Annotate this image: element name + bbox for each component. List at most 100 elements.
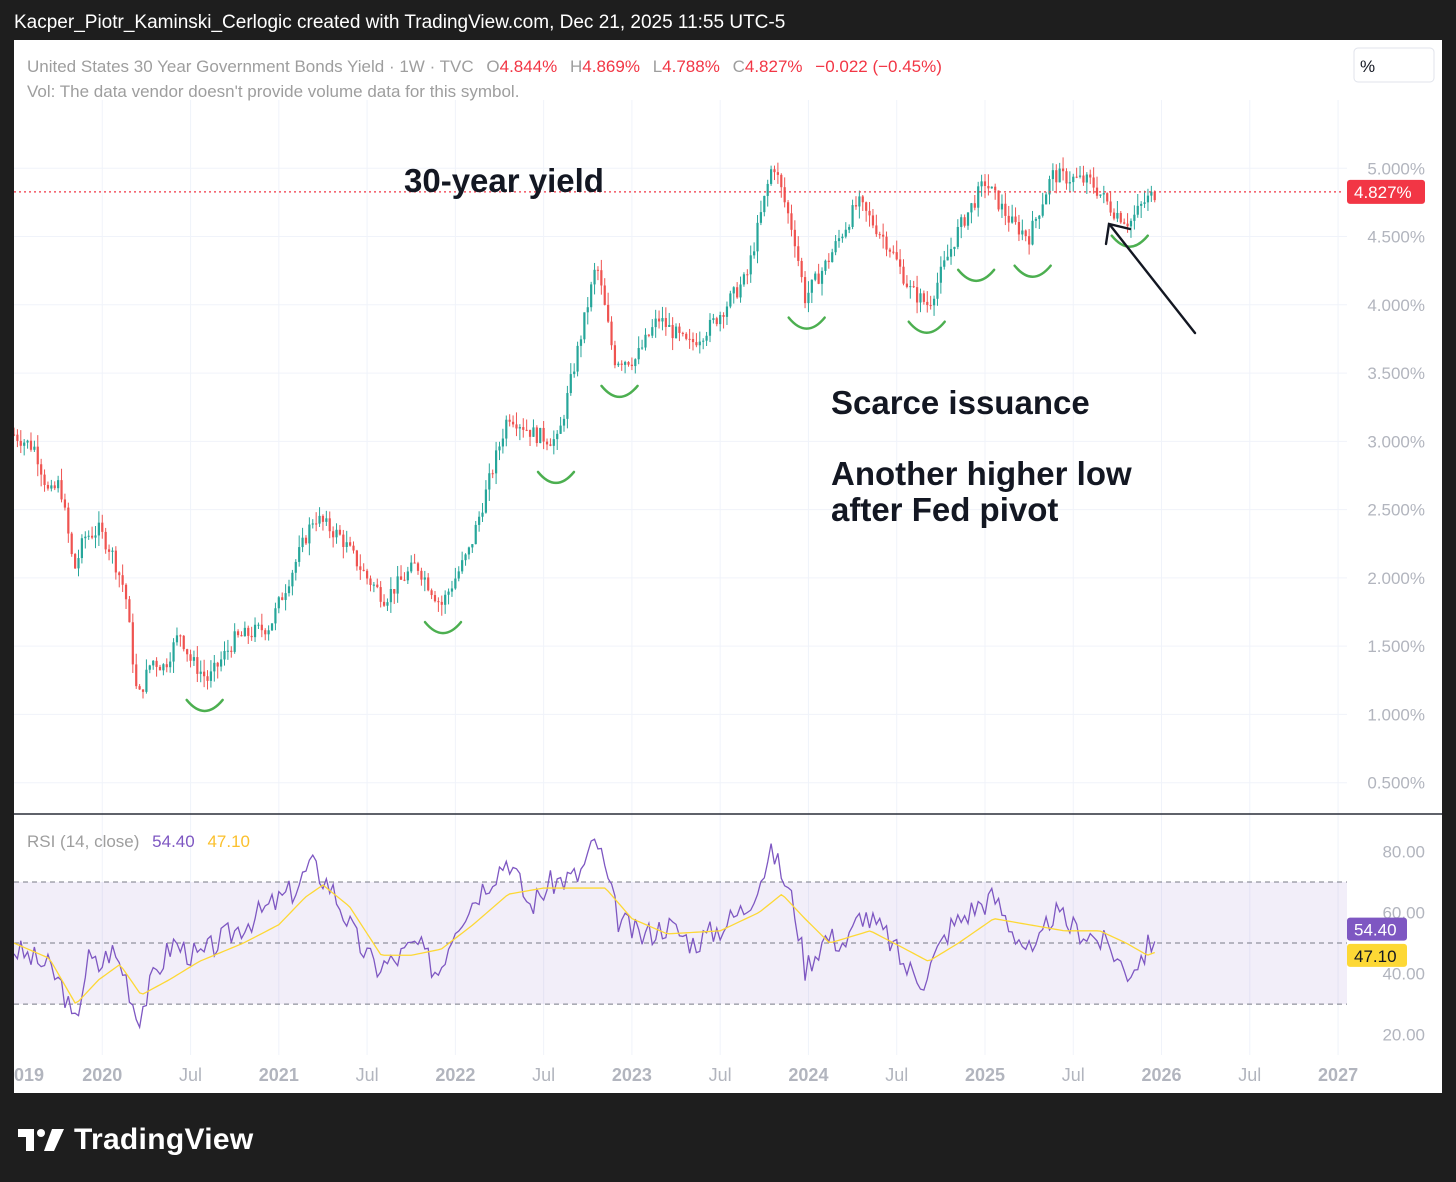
candle-body bbox=[444, 594, 447, 605]
candle-body bbox=[766, 183, 769, 196]
candle-body bbox=[12, 434, 16, 436]
time-tick-label: Jul bbox=[709, 1065, 732, 1085]
candle-body bbox=[182, 635, 185, 650]
candle-body bbox=[810, 279, 813, 293]
candle-body bbox=[209, 671, 213, 681]
candle-body bbox=[644, 334, 647, 348]
candle-body bbox=[824, 260, 827, 271]
candle-body bbox=[593, 269, 596, 285]
candle-body bbox=[484, 489, 488, 513]
candle-body bbox=[542, 427, 545, 442]
candle-body bbox=[461, 560, 464, 572]
candle-body bbox=[902, 266, 905, 284]
chart-area[interactable]: United States 30 Year Government Bonds Y… bbox=[12, 40, 1442, 1093]
candle-body bbox=[966, 212, 970, 226]
candle-body bbox=[624, 362, 627, 365]
candle-body bbox=[216, 662, 219, 667]
candle-body bbox=[994, 186, 997, 191]
candle-body bbox=[834, 241, 837, 253]
candle-body bbox=[1146, 195, 1150, 203]
candle-body bbox=[532, 427, 535, 437]
rsi-ma-line bbox=[13, 884, 1155, 1004]
candle-body bbox=[905, 283, 909, 287]
percent-scale-button[interactable]: % bbox=[1353, 47, 1435, 83]
candle-body bbox=[956, 226, 959, 247]
candle-body bbox=[1075, 176, 1078, 178]
candle-body bbox=[674, 326, 678, 339]
candle-body bbox=[1106, 193, 1109, 202]
candle-body bbox=[545, 441, 549, 445]
candle-body bbox=[763, 195, 766, 213]
candle-body bbox=[661, 318, 664, 322]
candle-body bbox=[705, 335, 708, 341]
candle-body bbox=[1102, 193, 1105, 195]
candle-body bbox=[43, 474, 46, 485]
candle-body bbox=[586, 307, 589, 313]
candle-body bbox=[712, 318, 715, 320]
candle-body bbox=[895, 252, 898, 260]
candle-body bbox=[562, 418, 566, 426]
candle-body bbox=[861, 196, 864, 203]
candle-body bbox=[396, 576, 399, 594]
candle-body bbox=[304, 537, 308, 544]
candle-body bbox=[406, 571, 409, 581]
candle-body bbox=[257, 624, 260, 626]
candle-body bbox=[70, 533, 73, 555]
candle-body bbox=[603, 285, 606, 305]
candle-body bbox=[698, 341, 701, 346]
candle-body bbox=[274, 608, 277, 624]
candle-body bbox=[511, 421, 515, 425]
candle-body bbox=[929, 305, 932, 307]
candle-body bbox=[260, 624, 263, 631]
candle-body bbox=[1153, 191, 1156, 201]
candle-body bbox=[746, 274, 749, 276]
candle-body bbox=[559, 425, 562, 434]
candle-body bbox=[494, 450, 498, 474]
candle-body bbox=[932, 298, 936, 306]
candle-body bbox=[447, 591, 450, 595]
tradingview-logo-icon bbox=[18, 1129, 64, 1151]
candle-body bbox=[617, 363, 620, 366]
candle-body bbox=[1007, 215, 1010, 223]
candle-body bbox=[236, 631, 240, 636]
candle-body bbox=[80, 538, 84, 559]
chart-svg[interactable]: United States 30 Year Government Bonds Y… bbox=[12, 40, 1442, 1093]
candle-body bbox=[1089, 174, 1092, 178]
candle-body bbox=[1140, 203, 1143, 206]
candle-body bbox=[634, 359, 637, 367]
candle-body bbox=[199, 671, 202, 674]
candle-body bbox=[1116, 212, 1119, 219]
candle-body bbox=[688, 338, 691, 340]
candle-body bbox=[837, 238, 841, 242]
candle-body bbox=[186, 649, 189, 655]
higher-low-marker bbox=[787, 316, 826, 330]
candle-body bbox=[63, 499, 67, 508]
candle-body bbox=[844, 229, 847, 237]
candle-body bbox=[33, 446, 36, 450]
candle-body bbox=[657, 318, 661, 322]
candle-body bbox=[247, 627, 250, 636]
candle-body bbox=[1109, 201, 1112, 213]
candle-body bbox=[369, 578, 372, 585]
candle-body bbox=[1068, 182, 1071, 184]
candle-body bbox=[46, 484, 50, 489]
candle-body bbox=[121, 575, 124, 585]
candle-body bbox=[233, 631, 236, 652]
candle-body bbox=[345, 542, 348, 547]
candle-body bbox=[753, 251, 756, 256]
candle-body bbox=[793, 229, 796, 247]
candle-body bbox=[919, 293, 922, 303]
candle-body bbox=[1034, 218, 1038, 221]
candle-body bbox=[1011, 216, 1014, 223]
candle-body bbox=[128, 599, 131, 623]
higher-low-marker bbox=[1110, 234, 1149, 248]
candle-body bbox=[386, 602, 389, 606]
candle-body bbox=[240, 635, 243, 637]
candle-body bbox=[145, 669, 148, 692]
candle-body bbox=[328, 518, 331, 532]
candle-body bbox=[1136, 205, 1139, 215]
last-price-badge: 4.827% bbox=[1347, 179, 1425, 204]
candle-body bbox=[450, 588, 454, 592]
higher-low-marker bbox=[185, 698, 224, 713]
time-tick-label: Jul bbox=[532, 1065, 555, 1085]
